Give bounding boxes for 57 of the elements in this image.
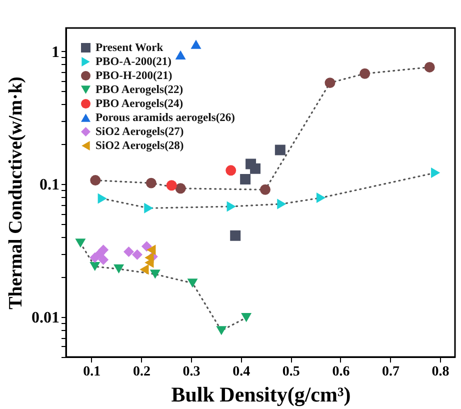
legend-label: PBO-A-200(21) xyxy=(96,56,172,68)
point xyxy=(360,68,370,79)
point xyxy=(175,183,186,194)
point xyxy=(431,167,440,178)
point xyxy=(324,78,336,88)
legend-label: PBO Aerogels(24) xyxy=(96,98,184,110)
point xyxy=(140,264,149,275)
legend-label: Porous aramids aerogels(26) xyxy=(96,112,236,124)
point xyxy=(187,278,198,288)
legend-label: SiO2 Aerogels(27) xyxy=(96,126,184,138)
point xyxy=(277,198,286,210)
point xyxy=(240,174,251,184)
point xyxy=(114,264,124,274)
point xyxy=(175,50,186,60)
point xyxy=(132,249,142,260)
point xyxy=(250,163,261,174)
x-tick-label: 0.2 xyxy=(132,364,150,380)
x-tick-label: 0.1 xyxy=(83,364,101,380)
point xyxy=(124,246,134,257)
y-tick-label: 0.1 xyxy=(40,176,60,194)
x-tick-label: 0.8 xyxy=(432,364,450,380)
point xyxy=(146,178,156,188)
point xyxy=(146,244,156,256)
point xyxy=(141,241,152,252)
point xyxy=(90,262,100,272)
point xyxy=(98,193,107,204)
x-tick-label: 0.7 xyxy=(382,364,400,380)
point xyxy=(241,313,252,322)
point xyxy=(226,201,236,212)
point xyxy=(98,244,109,256)
point xyxy=(150,270,160,279)
point xyxy=(260,184,270,195)
point xyxy=(216,326,227,336)
point xyxy=(274,144,286,156)
point xyxy=(166,180,177,191)
point xyxy=(230,230,241,241)
y-tick-label: 1 xyxy=(52,44,60,61)
x-tick-label: 0.5 xyxy=(282,364,300,380)
y-axis-title: Thermal Conductive(w/m·k) xyxy=(6,76,26,310)
x-tick-label: 0.6 xyxy=(332,364,350,380)
point xyxy=(226,165,236,176)
legend-label: Present Work xyxy=(96,42,164,54)
x-axis-title: Bulk Density(g/cm³) xyxy=(171,382,351,406)
point xyxy=(190,40,202,49)
point xyxy=(144,202,154,214)
legend-label: SiO2 Aerogels(28) xyxy=(96,140,184,152)
x-tick-label: 0.4 xyxy=(232,364,250,380)
point xyxy=(98,254,109,265)
point xyxy=(424,62,435,72)
legend-label: PBO Aerogels(22) xyxy=(96,84,184,96)
point xyxy=(75,238,86,248)
point xyxy=(316,192,326,204)
point xyxy=(144,257,154,268)
point xyxy=(90,175,101,186)
legend-label: PBO-H-200(21) xyxy=(96,70,172,82)
y-tick-label: 0.01 xyxy=(32,310,60,327)
x-tick-label: 0.3 xyxy=(182,364,200,380)
